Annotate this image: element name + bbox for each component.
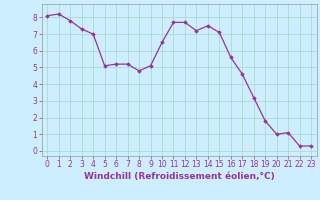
X-axis label: Windchill (Refroidissement éolien,°C): Windchill (Refroidissement éolien,°C) [84, 172, 275, 181]
